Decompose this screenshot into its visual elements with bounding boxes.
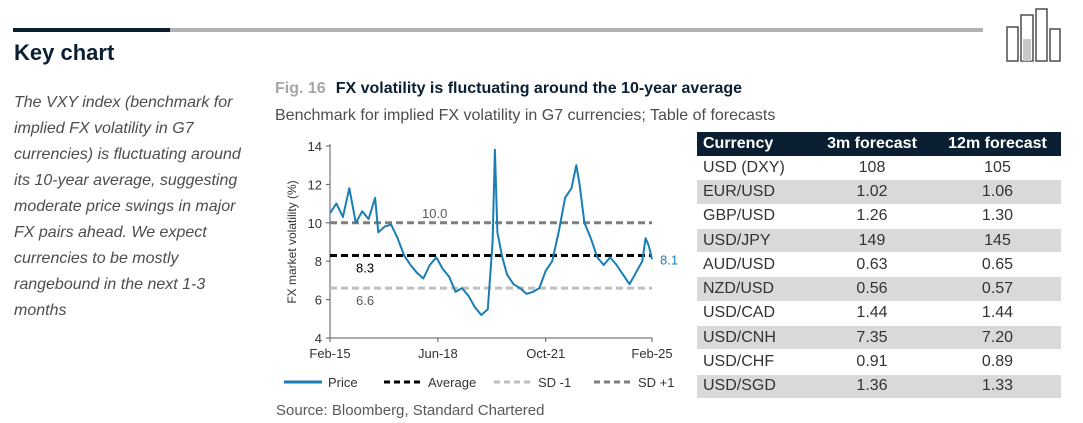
table-row: EUR/USD 1.02 1.06 xyxy=(697,179,1061,205)
cell-12m: 1.30 xyxy=(934,204,1061,229)
figure-source: Source: Bloomberg, Standard Chartered xyxy=(276,402,545,419)
cell-12m: 1.44 xyxy=(934,301,1061,327)
x-tick-label: Feb-15 xyxy=(309,346,350,361)
end-value-label: 8.1 xyxy=(660,252,678,267)
table-header-row: Currency 3m forecast 12m forecast xyxy=(697,132,1061,156)
x-tick-label: Feb-25 xyxy=(631,346,672,361)
table-row: USD/SGD 1.36 1.33 xyxy=(697,374,1061,399)
cell-3m: 0.91 xyxy=(810,349,934,375)
volatility-line-chart: 4 6 8 10 12 14 Feb-15 Jun-18 Oct-21 Feb-25 FX mark… xyxy=(284,139,678,390)
figure-subtitle: Benchmark for implied FX volatility in G… xyxy=(275,107,776,124)
cell-currency: NZD/USD xyxy=(697,276,810,302)
x-tick-label: Jun-18 xyxy=(418,346,458,361)
cell-3m: 149 xyxy=(810,228,934,254)
table-row: USD/CAD 1.44 1.44 xyxy=(697,301,1061,327)
ref-label-sd-1: 10.0 xyxy=(422,206,447,221)
y-tick-label: 8 xyxy=(315,254,322,269)
cell-12m: 0.57 xyxy=(934,276,1061,302)
header-12m-forecast: 12m forecast xyxy=(934,132,1061,156)
legend-label: SD +1 xyxy=(638,375,675,390)
legend-label: Price xyxy=(328,375,358,390)
legend-label: Average xyxy=(428,375,476,390)
table-row: NZD/USD 0.56 0.57 xyxy=(697,276,1061,302)
figure-number: Fig. 16 xyxy=(275,80,326,97)
cell-currency: EUR/USD xyxy=(697,179,810,205)
ref-label-sd-1: 6.6 xyxy=(356,293,374,308)
header-currency: Currency xyxy=(697,132,810,156)
cell-12m: 1.06 xyxy=(934,179,1061,205)
y-tick-label: 10 xyxy=(308,216,322,231)
ref-label-bg xyxy=(419,205,447,221)
y-tick-label: 4 xyxy=(315,331,322,346)
cell-3m: 1.36 xyxy=(810,374,934,399)
cell-3m: 1.02 xyxy=(810,179,934,205)
y-tick-label: 12 xyxy=(308,177,322,192)
cell-currency: GBP/USD xyxy=(697,204,810,229)
cell-12m: 1.33 xyxy=(934,374,1061,399)
price-series-line xyxy=(329,148,653,316)
cell-3m: 108 xyxy=(810,156,934,181)
table-row: USD/JPY 149 145 xyxy=(697,228,1061,254)
y-tick-label: 14 xyxy=(308,139,322,154)
legend-label: SD -1 xyxy=(538,375,571,390)
cell-3m: 7.35 xyxy=(810,325,934,351)
cell-currency: USD/CHF xyxy=(697,349,810,375)
cell-3m: 1.26 xyxy=(810,204,934,229)
header-rule-grey xyxy=(170,28,983,32)
cell-12m: 7.20 xyxy=(934,325,1061,351)
y-axis-title: FX market volatility (%) xyxy=(285,180,299,303)
y-tick-label: 6 xyxy=(315,293,322,308)
ref-label-bg xyxy=(353,293,381,309)
cell-12m: 0.65 xyxy=(934,252,1061,278)
figure-title-text: FX volatility is fluctuating around the … xyxy=(335,80,743,97)
cell-currency: USD/CNH xyxy=(697,325,810,351)
cell-12m: 145 xyxy=(934,228,1061,254)
ref-label-average: 8.3 xyxy=(356,260,374,275)
figure-title: Fig. 16 FX volatility is fluctuating arou… xyxy=(275,80,742,98)
cell-currency: AUD/USD xyxy=(697,252,810,278)
table-row: USD (DXY) 108 105 xyxy=(697,156,1061,181)
table-row: AUD/USD 0.63 0.65 xyxy=(697,252,1061,278)
cell-12m: 0.89 xyxy=(934,349,1061,375)
cell-12m: 105 xyxy=(934,156,1061,181)
section-heading: Key chart xyxy=(14,40,115,65)
bar-chart-logo-icon xyxy=(1006,8,1061,62)
cell-3m: 0.63 xyxy=(810,252,934,278)
x-tick-label: Oct-21 xyxy=(526,346,565,361)
cell-currency: USD/JPY xyxy=(697,228,810,254)
cell-currency: USD/CAD xyxy=(697,301,810,327)
cell-3m: 1.44 xyxy=(810,301,934,327)
intro-paragraph: The VXY index (benchmark for implied FX … xyxy=(14,94,241,319)
forecast-table: Currency 3m forecast 12m forecast USD (D… xyxy=(697,132,1061,399)
header-rule-dark xyxy=(13,28,170,32)
cell-currency: USD (DXY) xyxy=(697,156,810,181)
table-row: USD/CHF 0.91 0.89 xyxy=(697,349,1061,375)
ref-label-bg xyxy=(353,260,381,276)
table-row: USD/CNH 7.35 7.20 xyxy=(697,325,1061,351)
cell-currency: USD/SGD xyxy=(697,374,810,399)
header-3m-forecast: 3m forecast xyxy=(810,132,934,156)
cell-3m: 0.56 xyxy=(810,276,934,302)
table-row: GBP/USD 1.26 1.30 xyxy=(697,204,1061,229)
